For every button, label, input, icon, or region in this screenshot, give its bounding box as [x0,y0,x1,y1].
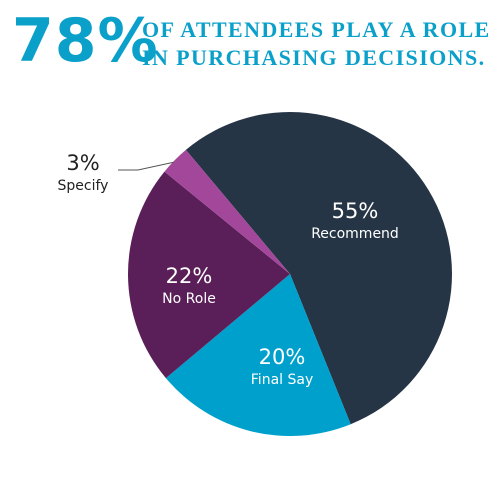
leader-line-specify [118,161,174,171]
headline-line-1: OF ATTENDEES PLAY A ROLE [142,17,491,42]
pie-slice-specify [164,149,290,274]
data-label-specify-value: 3% [66,151,99,175]
headline: 78% OF ATTENDEES PLAY A ROLE IN PURCHASI… [10,6,491,80]
data-label-recommend-name: Recommend [311,226,399,242]
pie-slice-no-role [128,171,290,379]
data-label-no-role-value: 22% [166,264,213,288]
data-label-recommend-value: 55% [332,199,379,223]
data-label-no-role-name: No Role [162,291,216,307]
data-label-final-say-value: 20% [259,345,306,369]
headline-line-2: IN PURCHASING DECISIONS. [142,45,486,70]
data-label-specify-name: Specify [58,178,109,194]
pie-slice-recommend [185,112,452,425]
data-label-final-say-name: Final Say [251,372,313,388]
headline-tagline: OF ATTENDEES PLAY A ROLE IN PURCHASING D… [142,16,491,72]
headline-stat: 78% [12,6,159,76]
pie-slice-final-say [165,274,351,436]
